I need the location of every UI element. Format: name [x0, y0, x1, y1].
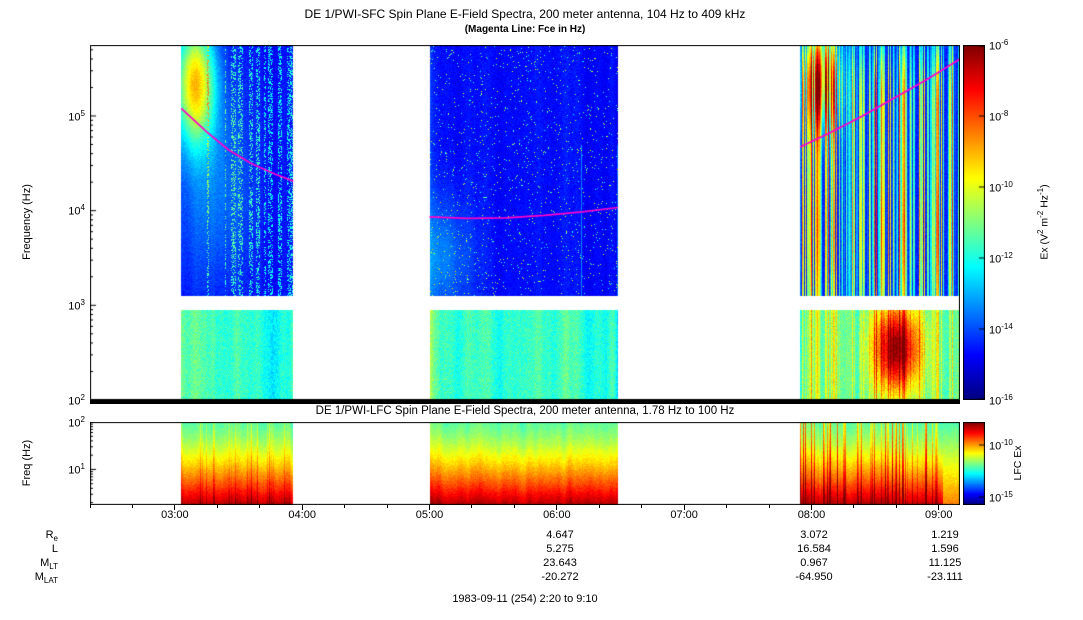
xtick-minor-mark	[641, 505, 643, 508]
xtick-label: 04:00	[288, 509, 316, 521]
xtick-label: 08:00	[797, 509, 826, 521]
sfc-spectrogram-plot	[90, 45, 960, 400]
sfc-ytick-label: 102	[68, 392, 85, 408]
ephemeris-value: 1.596	[931, 543, 959, 555]
xtick-mark	[174, 505, 176, 510]
xtick-minor-mark	[853, 505, 855, 508]
lfc-spectrogram-plot	[90, 422, 960, 505]
xtick-mark	[429, 505, 430, 510]
xtick-minor-mark	[259, 505, 261, 508]
sfc-ytick-label: 104	[68, 203, 85, 218]
ephemeris-row-label: MLT	[40, 557, 58, 572]
xtick-label: 03:00	[161, 509, 189, 521]
xtick-mark	[938, 505, 940, 510]
lfc-colorbar-tick-label: 10-10	[989, 437, 1013, 453]
sfc-ytick-label: 103	[68, 297, 85, 313]
sfc-colorbar	[963, 45, 985, 400]
ephemeris-value: 0.967	[800, 557, 828, 569]
xtick-label: 07:00	[670, 509, 698, 521]
xtick-minor-mark	[344, 505, 346, 508]
ephemeris-value: 5.275	[546, 543, 574, 555]
panel-separator	[90, 400, 960, 404]
xtick-minor-mark	[89, 505, 91, 508]
xtick-minor-mark	[895, 505, 897, 508]
ephemeris-value: 4.647	[546, 529, 574, 541]
ephemeris-value: 23.643	[543, 557, 577, 569]
sfc-colorbar-tick-label: 10-6	[989, 37, 1009, 53]
ephemeris-value: 16.584	[797, 543, 831, 555]
ephemeris-value: -64.950	[795, 571, 833, 583]
xtick-minor-mark	[726, 505, 728, 508]
figure-subtitle: (Magenta Line: Fce in Hz)	[464, 24, 586, 35]
xtick-minor-mark	[386, 505, 388, 508]
lfc-colorbar-label: LFC Ex	[1012, 445, 1024, 481]
xtick-label: 06:00	[543, 509, 571, 521]
xtick-mark	[556, 505, 558, 510]
ephemeris-value: 3.072	[800, 529, 828, 541]
lfc-colorbar	[963, 422, 985, 505]
xtick-mark	[810, 505, 812, 510]
ephemeris-value: -23.111	[927, 571, 963, 583]
xtick-mark	[301, 505, 303, 510]
sfc-y-axis-label: Frequency (Hz)	[21, 184, 33, 260]
xtick-minor-mark	[131, 505, 133, 508]
footer-date-range: 1983-09-11 (254) 2:20 to 9:10	[452, 593, 598, 605]
lfc-colorbar-tick-label: 10-15	[989, 489, 1013, 505]
ephemeris-value: -20.272	[541, 571, 579, 583]
sfc-colorbar-tick-label: 10-14	[989, 321, 1013, 337]
xtick-minor-mark	[216, 505, 218, 508]
sfc-colorbar-tick-label: 10-8	[989, 108, 1009, 124]
xtick-minor-mark	[513, 505, 515, 508]
sfc-colorbar-tick-label: 10-16	[989, 392, 1013, 408]
ephemeris-value: 11.125	[928, 557, 962, 569]
figure-title: DE 1/PWI-SFC Spin Plane E-Field Spectra,…	[304, 7, 746, 21]
ephemeris-value: 1.219	[931, 529, 959, 541]
xtick-minor-mark	[598, 505, 600, 508]
sfc-colorbar-tick-label: 10-10	[989, 179, 1013, 195]
xtick-label: 09:00	[925, 509, 953, 521]
xtick-label: 05:00	[415, 509, 444, 521]
lfc-panel-title: DE 1/PWI-LFC Spin Plane E-Field Spectra,…	[315, 405, 735, 417]
xtick-minor-mark	[471, 505, 473, 508]
lfc-ytick-label: 102	[68, 414, 85, 430]
lfc-y-axis-label: Freq (Hz)	[21, 439, 33, 487]
sfc-ytick-label: 105	[68, 108, 85, 124]
ephemeris-row-label: Re	[45, 529, 58, 544]
sfc-colorbar-tick-label: 10-12	[989, 250, 1013, 266]
lfc-ytick-label: 101	[68, 462, 85, 477]
ephemeris-row-label: L	[51, 543, 58, 555]
xtick-minor-mark	[768, 505, 770, 508]
xtick-mark	[683, 505, 685, 510]
sfc-colorbar-label: Ex (V2 m-2 Hz-1)	[1035, 184, 1051, 260]
ephemeris-row-label: MLAT	[34, 571, 58, 586]
